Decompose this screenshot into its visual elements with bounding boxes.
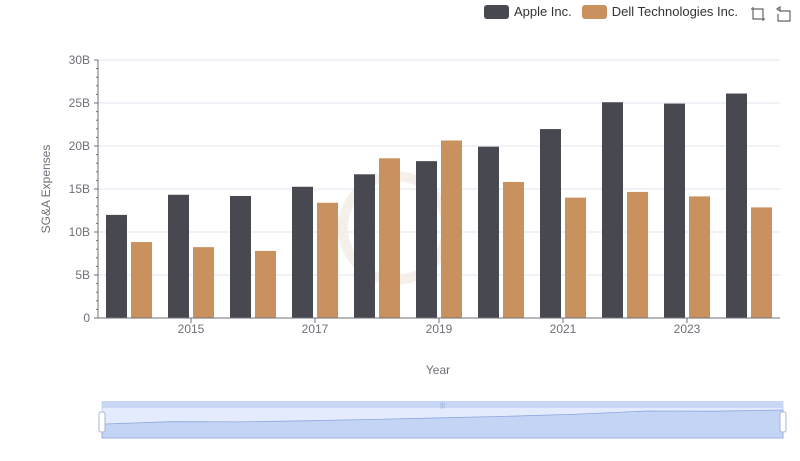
x-tick-label: 2023 — [674, 322, 701, 336]
bar-dell-2016[interactable] — [255, 250, 276, 318]
bar-dell-2021[interactable] — [565, 197, 586, 318]
datazoom-grip-icon: ||| — [440, 403, 445, 409]
bar-dell-2020[interactable] — [503, 181, 524, 318]
bar-apple-2024[interactable] — [726, 93, 747, 318]
datazoom-handle-start[interactable] — [98, 411, 106, 433]
x-tick-label: 2019 — [426, 322, 453, 336]
bar-dell-2023[interactable] — [689, 196, 710, 318]
legend: Apple Inc. Dell Technologies Inc. — [483, 4, 738, 19]
legend-item-dell[interactable]: Dell Technologies Inc. — [581, 4, 738, 19]
bar-apple-2015[interactable] — [168, 194, 189, 318]
datazoom-preview — [101, 409, 784, 439]
bar-dell-2024[interactable] — [751, 207, 772, 318]
x-axis-title: Year — [426, 363, 450, 377]
bar-dell-2022[interactable] — [627, 191, 648, 318]
bar-apple-2020[interactable] — [478, 146, 499, 318]
y-tick-label: 30B — [69, 53, 90, 67]
bar-apple-2019[interactable] — [416, 161, 437, 318]
y-tick-label: 20B — [69, 139, 90, 153]
datazoom-move-bar[interactable] — [102, 401, 783, 408]
legend-swatch-dell — [581, 4, 607, 19]
bar-apple-2016[interactable] — [230, 195, 251, 318]
bar-apple-2021[interactable] — [540, 129, 561, 318]
y-tick-label: 10B — [69, 225, 90, 239]
x-tick-label: 2017 — [302, 322, 329, 336]
y-tick-label: 15B — [69, 182, 90, 196]
bar-apple-2014[interactable] — [106, 214, 127, 318]
legend-item-apple[interactable]: Apple Inc. — [483, 4, 572, 19]
restore-icon[interactable] — [776, 6, 792, 22]
zoom-icon[interactable] — [750, 6, 766, 22]
bar-apple-2018[interactable] — [354, 174, 375, 318]
y-tick-label: 5B — [75, 268, 90, 282]
legend-label-dell: Dell Technologies Inc. — [611, 4, 738, 19]
bar-apple-2023[interactable] — [664, 103, 685, 319]
legend-swatch-apple — [483, 4, 509, 19]
bar-dell-2014[interactable] — [131, 242, 152, 318]
y-tick-label: 0 — [83, 311, 90, 325]
bar-dell-2018[interactable] — [379, 158, 400, 318]
bar-dell-2019[interactable] — [441, 140, 462, 318]
y-tick-label: 25B — [69, 96, 90, 110]
toolbox — [750, 6, 792, 22]
bar-dell-2017[interactable] — [317, 202, 338, 318]
bar-apple-2017[interactable] — [292, 186, 313, 318]
legend-label-apple: Apple Inc. — [513, 4, 572, 19]
bar-dell-2015[interactable] — [193, 247, 214, 318]
bar-apple-2022[interactable] — [602, 102, 623, 318]
x-tick-label: 2015 — [178, 322, 205, 336]
datazoom-handle-end[interactable] — [779, 411, 787, 433]
y-axis-title: SG&A Expenses — [39, 145, 53, 234]
x-tick-label: 2021 — [550, 322, 577, 336]
